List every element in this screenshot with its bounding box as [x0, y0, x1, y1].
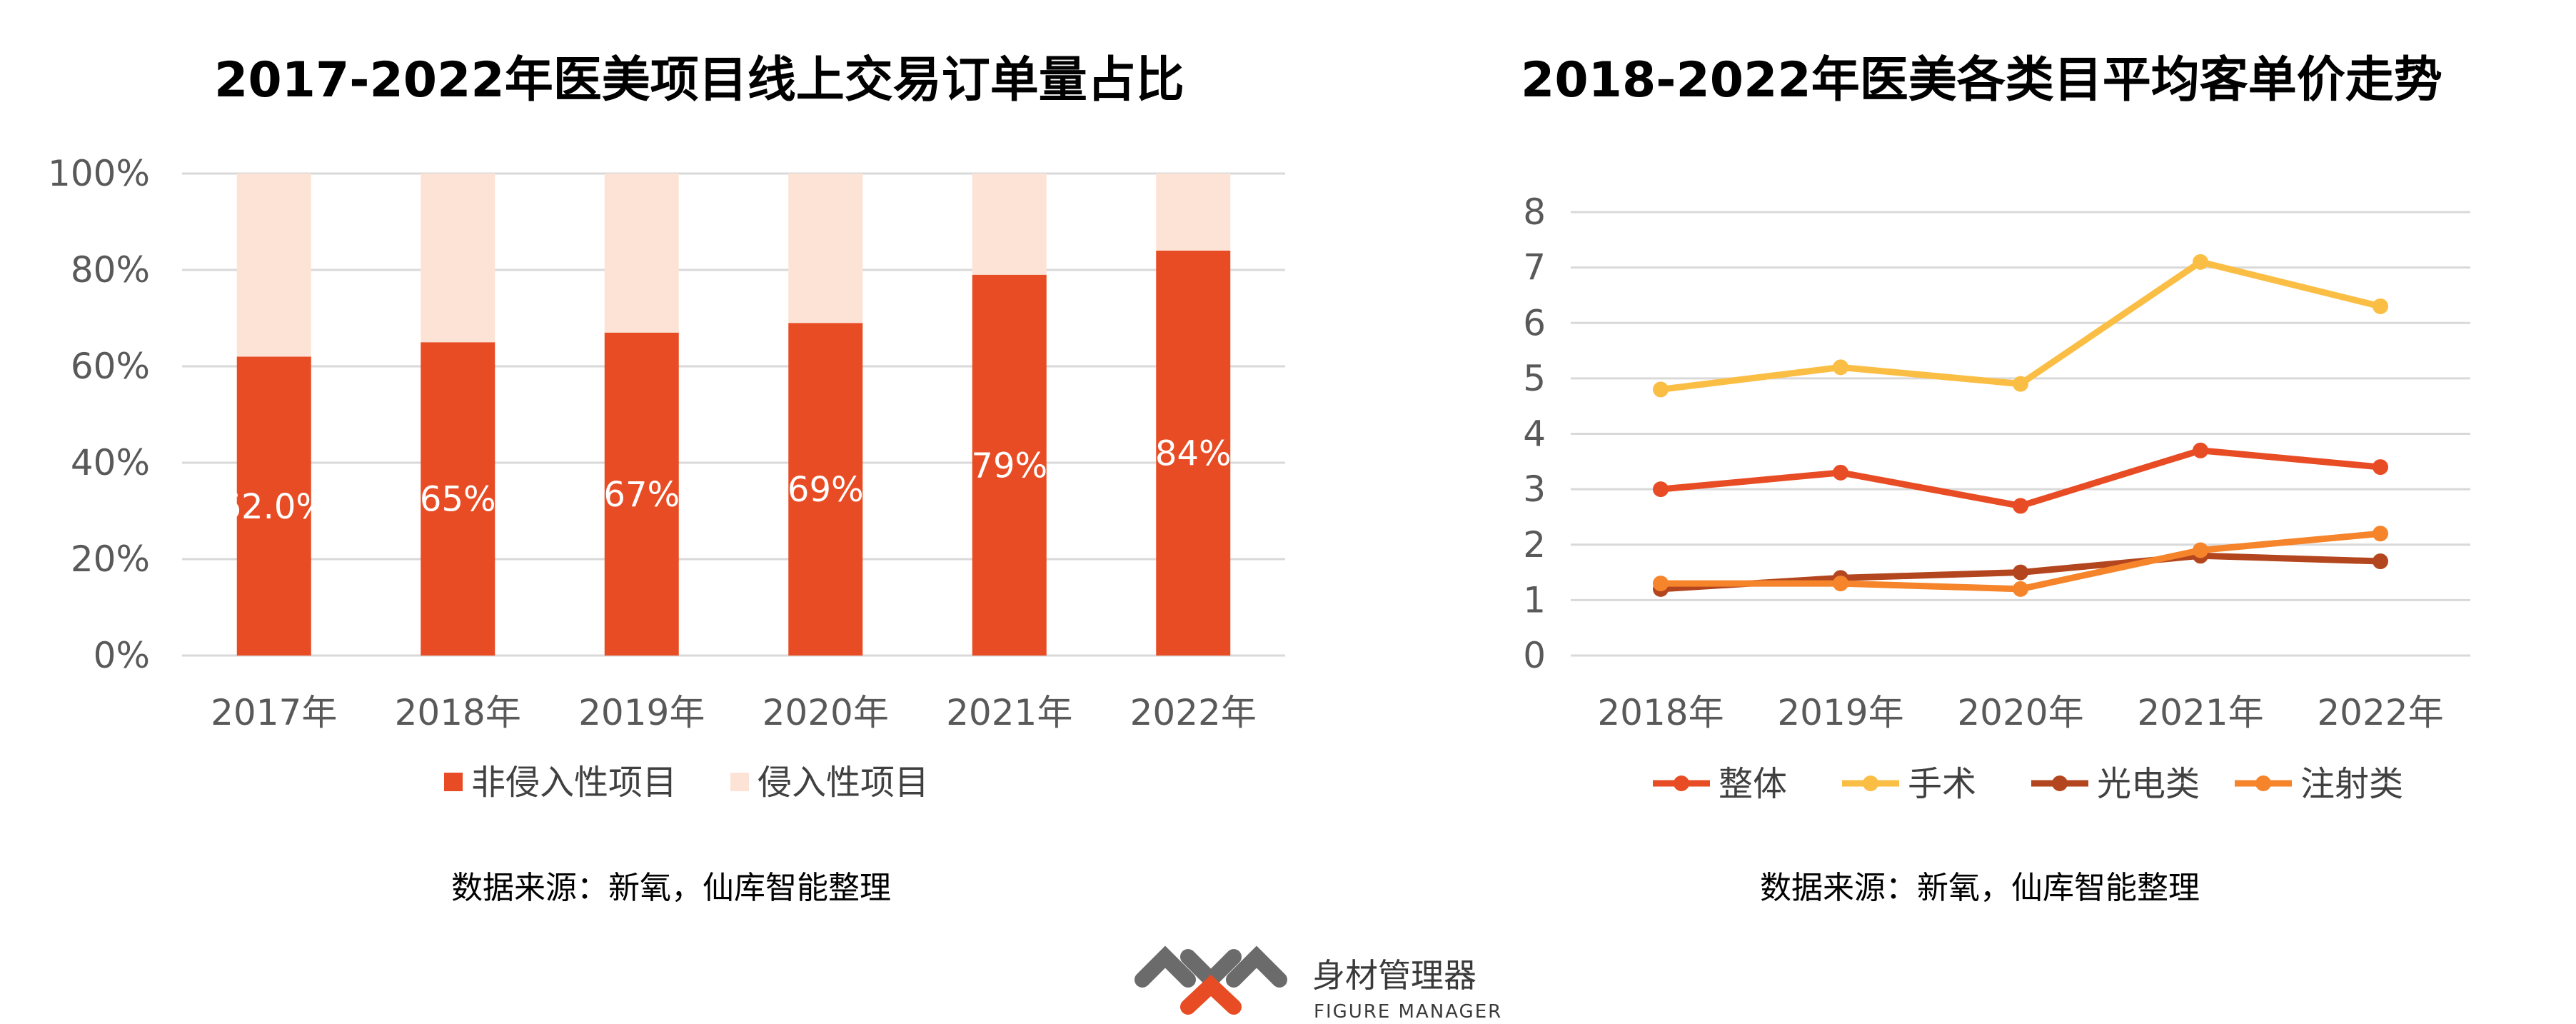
right-y-tick-label: 6 — [1523, 302, 1546, 343]
right-x-tick-label: 2018年 — [1597, 692, 1724, 733]
left-y-tick-label: 100% — [48, 153, 150, 194]
mx-logo-icon — [1134, 945, 1287, 1015]
left-bar-noninvasive — [421, 342, 495, 656]
left-legend-label: 非侵入性项目 — [471, 763, 677, 803]
right-legend-label: 注射类 — [2300, 764, 2403, 804]
right-legend-marker — [2255, 775, 2271, 791]
right-series-point — [2013, 564, 2028, 581]
left-bar-invasive — [788, 174, 863, 323]
right-y-tick-label: 1 — [1523, 579, 1546, 621]
left-x-tick-label: 2020年 — [763, 692, 889, 733]
left-x-tick-label: 2018年 — [395, 692, 521, 733]
right-series-point — [2373, 553, 2388, 570]
left-y-tick-label: 60% — [71, 346, 150, 387]
left-source: 数据来源：新氧，仙库智能整理 — [451, 870, 891, 906]
left-bar-invasive — [236, 174, 311, 357]
right-y-tick-label: 4 — [1523, 413, 1546, 455]
left-y-tick-label: 80% — [71, 249, 150, 291]
right-y-tick-label: 3 — [1523, 468, 1546, 510]
right-legend-label: 光电类 — [2097, 764, 2200, 804]
left-bar-data-label: 84% — [1155, 434, 1232, 474]
right-series-line — [1660, 258, 2382, 393]
right-chart-title: 2018-2022年医美各类目平均客单价走势 — [1521, 52, 2442, 109]
right-series-point — [1653, 381, 1669, 398]
left-bar-data-label: 67% — [603, 475, 680, 515]
left-bar-invasive — [421, 174, 495, 343]
left-y-tick-label: 20% — [71, 538, 150, 580]
right-y-tick-label: 0 — [1523, 635, 1546, 676]
right-legend-marker — [1863, 775, 1878, 791]
right-series-line — [1661, 530, 2381, 593]
left-y-tick-label: 40% — [71, 442, 150, 483]
right-series-point — [2193, 254, 2208, 270]
left-legend-label: 侵入性项目 — [758, 763, 929, 803]
right-x-tick-label: 2022年 — [2317, 692, 2443, 733]
brand-name-cn: 身材管理器 — [1312, 956, 1476, 995]
right-series-point — [2013, 376, 2028, 392]
left-bar-data-label: 69% — [788, 470, 864, 510]
left-legend-swatch — [444, 773, 463, 791]
right-legend: 整体 手术 光电类 注射类 — [1653, 764, 2403, 804]
left-x-tick-label: 2019年 — [578, 692, 705, 733]
left-chart-title: 2017-2022年医美项目线上交易订单量占比 — [214, 52, 1184, 109]
right-y-tick-label: 5 — [1523, 358, 1546, 399]
right-chart: 2018-2022年医美各类目平均客单价走势 0 1 2 3 4 5 6 7 8 2018年 20… — [1521, 52, 2470, 906]
right-legend-marker — [1674, 775, 1689, 791]
left-x-tick-label: 2017年 — [211, 692, 337, 733]
left-y-tick-label: 0% — [94, 635, 150, 676]
right-y-tick-label: 8 — [1523, 191, 1546, 233]
left-bar-noninvasive — [236, 356, 311, 656]
right-series-point — [1833, 359, 1848, 376]
left-bar-invasive — [1156, 174, 1231, 251]
right-x-tick-label: 2020年 — [1957, 692, 2083, 733]
left-bar-invasive — [972, 174, 1047, 275]
right-source: 数据来源：新氧，仙库智能整理 — [1760, 870, 2200, 906]
right-x-tick-label: 2019年 — [1777, 692, 1903, 733]
left-bar-data-label: 65% — [420, 480, 496, 520]
left-bar-noninvasive — [972, 274, 1047, 656]
left-bar-data-label: 62.0% — [220, 487, 328, 527]
left-bar-noninvasive — [604, 332, 679, 656]
right-y-tick-label: 7 — [1523, 247, 1546, 288]
right-series-point — [1653, 481, 1669, 498]
left-legend-swatch — [730, 773, 749, 791]
left-x-tick-label: 2021年 — [946, 692, 1072, 733]
right-series-point — [2373, 459, 2388, 476]
right-legend-marker — [2052, 775, 2068, 791]
right-series-point — [1833, 576, 1848, 592]
right-series-line — [1660, 447, 2381, 509]
brand-logo: 身材管理器 FIGURE MANAGER — [1134, 945, 1502, 1023]
right-series-point — [1653, 576, 1669, 592]
right-legend-label: 整体 — [1719, 764, 1787, 804]
left-bar-noninvasive — [1156, 251, 1231, 656]
left-chart: 2017-2022年医美项目线上交易订单量占比 62.0% 65% 67% 69% 79… — [48, 52, 1285, 906]
right-series-point — [2013, 498, 2028, 514]
left-x-tick-label: 2022年 — [1130, 692, 1257, 733]
right-series-point — [2013, 581, 2028, 597]
right-y-tick-label: 2 — [1523, 524, 1546, 566]
left-bar-noninvasive — [788, 323, 863, 656]
right-series-point — [2373, 298, 2388, 314]
brand-name-en: FIGURE MANAGER — [1314, 1001, 1502, 1023]
right-series-point — [2193, 542, 2208, 558]
left-bar-invasive — [604, 174, 679, 333]
right-series-point — [1833, 464, 1848, 481]
left-legend: 非侵入性项目 侵入性项目 — [444, 763, 929, 803]
right-series-point — [2373, 526, 2388, 542]
right-legend-label: 手术 — [1908, 764, 1976, 804]
right-x-tick-label: 2021年 — [2137, 692, 2263, 733]
left-bar-data-label: 79% — [971, 446, 1047, 486]
right-series-point — [2193, 442, 2208, 458]
